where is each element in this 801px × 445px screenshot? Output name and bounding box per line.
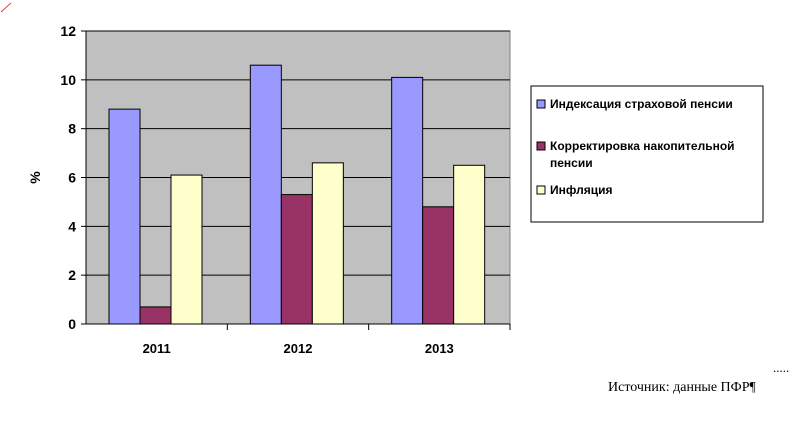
corner-mark-icon: [0, 2, 12, 13]
source-note: Источник: данные ПФР¶: [608, 380, 756, 396]
bar-2012-series-2: [280, 194, 313, 325]
x-category-label: 2012: [284, 341, 313, 356]
ellipsis-marks: .....: [773, 360, 790, 375]
legend-box: [530, 85, 764, 223]
bar-2012-series-3: [311, 162, 344, 325]
bar-2012-series-1: [249, 64, 282, 325]
legend-swatch: [536, 99, 546, 109]
bar-2013-series-1: [391, 76, 424, 325]
y-tick-label: 12: [60, 23, 76, 39]
bar-2013-series-3: [453, 164, 486, 325]
bar-2013-series-2: [422, 206, 455, 325]
bar-2011-series-3: [170, 174, 203, 325]
plot-area: 0 2 4 6 8 10 12% 2011 2012 2013: [27, 23, 511, 356]
x-category-label: 2011: [143, 341, 171, 356]
legend-swatch: [536, 185, 546, 195]
legend-entry-label: пенсии: [550, 156, 593, 170]
legend-entry-label: Корректировка накопительной: [550, 139, 735, 153]
y-tick-label: 8: [68, 121, 76, 137]
legend: Индексация страховой пенсии Корректировка…: [530, 85, 764, 223]
y-axis-label: %: [27, 171, 43, 184]
source-text: Источник: данные ПФР: [608, 380, 750, 395]
pilcrow-mark: ¶: [749, 380, 756, 395]
legend-entry-label: Индексация страховой пенсии: [550, 97, 733, 111]
y-tick-label: 10: [60, 72, 76, 88]
y-tick-label: 2: [68, 267, 76, 283]
y-tick-label: 4: [68, 218, 76, 234]
bar-2011-series-1: [108, 108, 141, 325]
bar-2011-series-2: [139, 306, 172, 325]
y-tick-label: 6: [68, 170, 76, 186]
legend-entry-label: Инфляция: [550, 183, 612, 197]
y-tick-label: 0: [68, 316, 76, 332]
legend-swatch: [536, 141, 546, 151]
x-category-label: 2013: [425, 341, 454, 356]
